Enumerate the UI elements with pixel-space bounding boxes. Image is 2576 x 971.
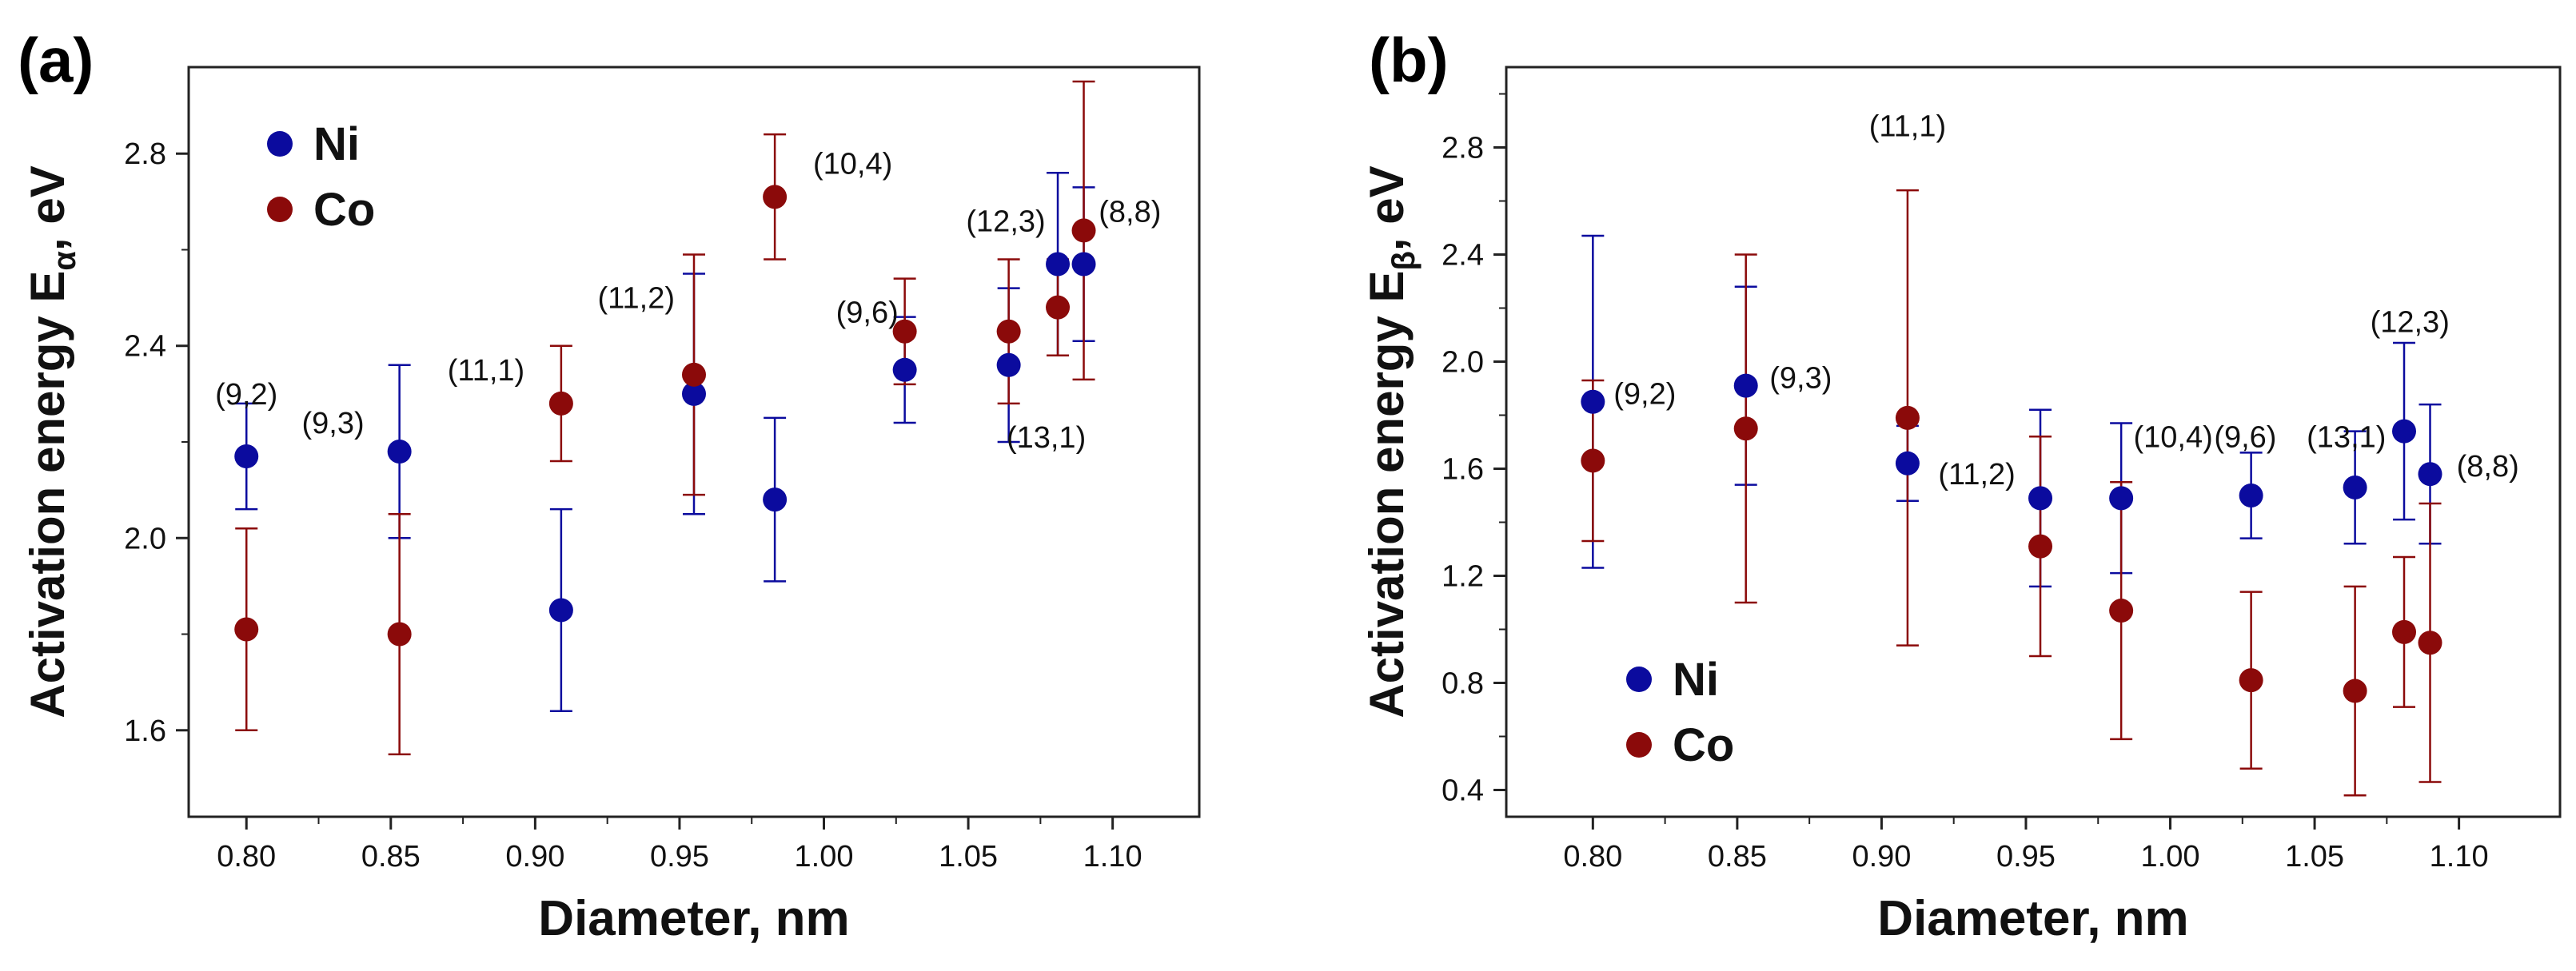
data-point-co bbox=[763, 185, 788, 209]
x-axis-label: Diameter, nm bbox=[538, 891, 849, 946]
x-tick-label: 1.10 bbox=[2430, 840, 2489, 874]
point-annotation: (9,3) bbox=[1769, 362, 1832, 396]
data-point-ni bbox=[1733, 373, 1758, 398]
data-point-ni bbox=[234, 444, 259, 469]
y-tick-label: 2.8 bbox=[124, 137, 166, 171]
data-point-co bbox=[2392, 619, 2417, 644]
legend-label-co: Co bbox=[313, 184, 375, 236]
data-point-co bbox=[1071, 218, 1096, 243]
data-point-ni bbox=[2239, 484, 2263, 507]
x-tick-label: 1.00 bbox=[795, 840, 854, 874]
x-tick-label: 1.00 bbox=[2141, 840, 2200, 874]
legend-label-co: Co bbox=[1673, 719, 1734, 771]
data-point-co bbox=[1046, 295, 1071, 320]
y-tick-label: 0.8 bbox=[1442, 667, 1484, 701]
legend: Ni Co bbox=[267, 118, 375, 236]
chart-panel-b: 0.80 0.85 0.90 0.95 1.00 1.05 1.10 0.4 0.8 1.2 1.6… bbox=[1360, 25, 2562, 946]
point-annotation: (12,3) bbox=[2371, 305, 2450, 339]
data-point-ni bbox=[996, 352, 1021, 377]
point-annotation: (9,6) bbox=[2214, 420, 2276, 454]
data-point-co bbox=[2343, 679, 2367, 703]
legend-label-ni: Ni bbox=[1673, 654, 1719, 706]
data-point-co bbox=[1895, 405, 1920, 430]
data-point-ni bbox=[892, 357, 917, 382]
legend-marker-co bbox=[1626, 732, 1652, 758]
x-tick-label: 0.95 bbox=[650, 840, 709, 874]
data-point-ni bbox=[2343, 475, 2367, 499]
panel-label: (b) bbox=[1369, 25, 1449, 95]
point-annotation: (10,4) bbox=[2133, 420, 2212, 454]
point-annotation: (9,2) bbox=[215, 378, 277, 412]
data-point-ni bbox=[1046, 252, 1071, 277]
data-point-co bbox=[996, 319, 1021, 344]
data-point-co bbox=[2239, 668, 2263, 693]
chart-panel-a: 0.80 0.85 0.90 0.95 1.00 1.05 1.10 1.6 2.0 2.4 2.8… bbox=[18, 25, 1201, 946]
legend: Ni Co bbox=[1626, 654, 1734, 771]
x-tick-label: 0.90 bbox=[505, 840, 564, 874]
x-tick-label: 0.85 bbox=[361, 840, 421, 874]
point-annotation: (11,2) bbox=[1938, 458, 2015, 491]
legend-marker-ni bbox=[267, 131, 293, 157]
y-tick-label: 0.4 bbox=[1442, 774, 1484, 808]
data-point-co bbox=[2418, 631, 2442, 655]
data-point-ni bbox=[387, 440, 412, 464]
point-annotation: (9,3) bbox=[302, 407, 365, 440]
point-annotation: (11,1) bbox=[1869, 110, 1946, 144]
y-tick-label: 2.4 bbox=[124, 330, 166, 364]
y-tick-label: 2.4 bbox=[1442, 239, 1484, 273]
x-tick-label: 0.85 bbox=[1708, 840, 1767, 874]
data-point-ni bbox=[2392, 419, 2417, 444]
x-axis-label: Diameter, nm bbox=[1877, 891, 2188, 946]
data-point-co bbox=[2028, 534, 2053, 559]
x-tick-label: 0.95 bbox=[1996, 840, 2056, 874]
y-tick-label: 1.2 bbox=[1442, 560, 1484, 594]
y-tick-label: 2.0 bbox=[124, 522, 166, 555]
plot-frame bbox=[1505, 66, 2562, 818]
data-point-ni bbox=[548, 598, 573, 623]
data-point-co bbox=[548, 391, 573, 416]
data-point-ni bbox=[2418, 462, 2442, 487]
x-tick-label: 1.05 bbox=[939, 840, 998, 874]
data-point-ni bbox=[1895, 451, 1920, 476]
data-point-co bbox=[892, 319, 917, 344]
point-annotation: (9,2) bbox=[1613, 378, 1676, 412]
x-tick-label: 0.80 bbox=[217, 840, 276, 874]
point-annotation: (10,4) bbox=[813, 147, 892, 181]
y-axis-label: Activation energy Eα, eV bbox=[21, 165, 82, 718]
x-tick-label: 0.80 bbox=[1563, 840, 1622, 874]
y-tick-label: 1.6 bbox=[1442, 453, 1484, 487]
data-point-co bbox=[1581, 448, 1605, 473]
point-annotation: (13,1) bbox=[2307, 420, 2386, 454]
data-point-ni bbox=[682, 381, 706, 406]
legend-marker-ni bbox=[1626, 667, 1652, 692]
y-tick-label: 2.8 bbox=[1442, 132, 1484, 165]
data-point-co bbox=[2109, 599, 2134, 623]
point-annotation: (11,1) bbox=[448, 354, 524, 388]
point-annotation: (11,2) bbox=[598, 282, 675, 316]
data-point-co bbox=[387, 622, 412, 647]
point-annotation: (13,1) bbox=[1007, 421, 1086, 455]
legend-label-ni: Ni bbox=[313, 118, 360, 170]
data-point-co bbox=[234, 617, 259, 642]
y-tick-label: 2.0 bbox=[1442, 346, 1484, 380]
panel-label: (a) bbox=[18, 25, 94, 95]
data-point-ni bbox=[2028, 486, 2053, 511]
x-tick-label: 1.10 bbox=[1083, 840, 1142, 874]
data-point-ni bbox=[2109, 486, 2134, 511]
data-point-co bbox=[1733, 416, 1758, 441]
x-tick-label: 1.05 bbox=[2285, 840, 2344, 874]
point-annotation: (12,3) bbox=[966, 205, 1045, 238]
point-annotation: (8,8) bbox=[2457, 450, 2519, 484]
data-point-ni bbox=[1071, 252, 1096, 277]
data-point-ni bbox=[763, 487, 788, 512]
x-tick-label: 0.90 bbox=[1852, 840, 1911, 874]
y-axis-label: Activation energy Eβ, eV bbox=[1360, 165, 1422, 718]
y-tick-label: 1.6 bbox=[124, 714, 166, 748]
data-point-co bbox=[682, 362, 706, 387]
point-annotation: (8,8) bbox=[1099, 195, 1161, 229]
data-point-ni bbox=[1581, 389, 1605, 414]
point-annotation: (9,6) bbox=[836, 296, 899, 330]
legend-marker-co bbox=[267, 197, 293, 222]
